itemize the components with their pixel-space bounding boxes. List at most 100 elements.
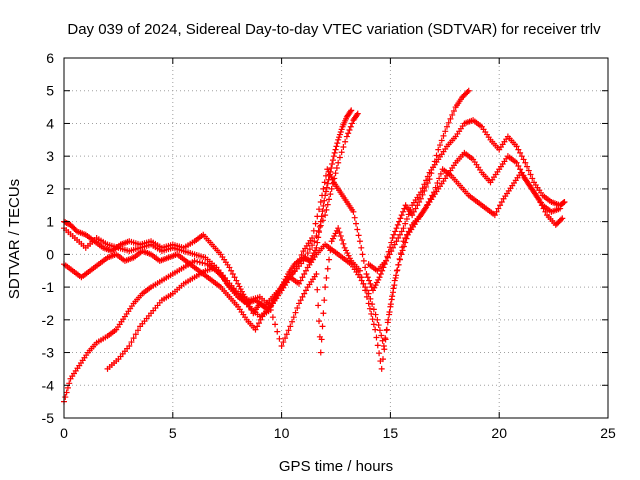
data-point-fill [414, 202, 421, 209]
data-point [354, 110, 361, 117]
data-point-fill [326, 171, 333, 178]
data-point-fill [324, 180, 331, 187]
data-point-fill [319, 192, 326, 199]
data-point-fill [329, 161, 336, 168]
grid [64, 58, 608, 418]
data-point-fill [323, 184, 330, 191]
data-point-fill [347, 108, 354, 115]
data-point-fill [298, 252, 305, 259]
data-point-fill [294, 305, 301, 312]
data-point-fill [217, 271, 224, 277]
data-point-fill [425, 199, 432, 205]
data-point-fill [379, 337, 386, 344]
data-point [391, 241, 398, 248]
data-point [356, 267, 363, 274]
data-point [513, 159, 520, 166]
data-point-fill [320, 202, 327, 209]
data-point-fill [375, 276, 382, 283]
data-point [535, 195, 542, 202]
data-point-fill [372, 311, 379, 318]
data-point-fill [62, 394, 69, 401]
series-track-5 [61, 110, 361, 310]
data-point-fill [493, 208, 500, 215]
data-point [417, 195, 424, 202]
data-point-fill [353, 111, 360, 118]
data-point-fill [400, 243, 407, 250]
data-point [400, 225, 407, 232]
data-point-fill [316, 206, 323, 213]
data-point-fill [345, 130, 352, 137]
data-point-fill [301, 290, 308, 297]
data-point [430, 189, 437, 196]
data-point-fill [222, 277, 229, 284]
data-point-fill [360, 257, 367, 264]
data-point-fill [367, 280, 374, 287]
data-point-fill [333, 164, 340, 171]
data-point-fill [397, 215, 404, 222]
data-point-fill [333, 227, 340, 234]
data-point [317, 349, 324, 356]
data-point-fill [524, 163, 531, 170]
data-point-fill [324, 265, 331, 272]
plot-frame [63, 57, 609, 419]
data-point-fill [338, 126, 345, 133]
data-point-fill [63, 219, 70, 226]
data-point-fill [436, 175, 443, 182]
data-point-fill [434, 180, 441, 187]
data-point-fill [419, 185, 426, 192]
data-point [328, 238, 335, 245]
data-point [328, 185, 335, 192]
data-point-fill [378, 332, 385, 339]
data-point-fill [71, 225, 78, 232]
data-point-fill [394, 267, 401, 274]
data-point-fill [62, 219, 69, 226]
data-point [126, 343, 133, 349]
data-point-fill [322, 172, 329, 179]
series-track-4 [104, 166, 566, 372]
data-point-fill [386, 244, 393, 251]
data-point-fill [289, 318, 296, 325]
data-point-fill [336, 229, 343, 236]
data-point-fill [255, 320, 262, 327]
series-track-2 [61, 87, 472, 317]
data-point-fill [316, 223, 323, 230]
data-point-fill [297, 297, 304, 304]
data-point-fill [332, 230, 339, 237]
data-point-fill [373, 334, 380, 341]
data-point-fill [366, 305, 373, 312]
data-point [369, 287, 376, 294]
data-point-fill [317, 222, 324, 229]
x-tick-label: 25 [600, 425, 616, 441]
data-point-fill [433, 152, 440, 159]
data-point-fill [245, 300, 252, 307]
data-point-fill [556, 217, 563, 224]
data-point-fill [323, 206, 330, 213]
data-point-fill [386, 308, 393, 315]
data-point-fill [386, 251, 393, 258]
data-point [324, 166, 331, 173]
data-point-fill [359, 251, 366, 258]
data-point-fill [520, 156, 527, 163]
data-point-fill [314, 239, 321, 246]
data-point-fill [316, 318, 323, 325]
data-point-fill [370, 306, 377, 313]
data-point-fill [380, 356, 387, 363]
data-point-fill [64, 384, 71, 391]
data-point-fill [498, 199, 505, 205]
data-point-fill [445, 119, 452, 126]
data-point-fill [363, 293, 370, 300]
data-point-fill [320, 310, 327, 317]
y-tick-label: -3 [42, 345, 55, 361]
data-point-fill [296, 255, 303, 262]
data-point-fill [331, 233, 338, 240]
data-point-fill [401, 205, 408, 212]
data-point-fill [236, 283, 243, 290]
data-point-fill [321, 197, 328, 204]
data-point-fill [527, 171, 534, 178]
data-point-fill [369, 301, 376, 308]
data-point-fill [371, 284, 378, 291]
y-tick-label: 2 [46, 181, 54, 197]
data-point-fill [518, 153, 525, 160]
data-point-fill [342, 138, 349, 145]
data-point-fill [373, 279, 380, 286]
